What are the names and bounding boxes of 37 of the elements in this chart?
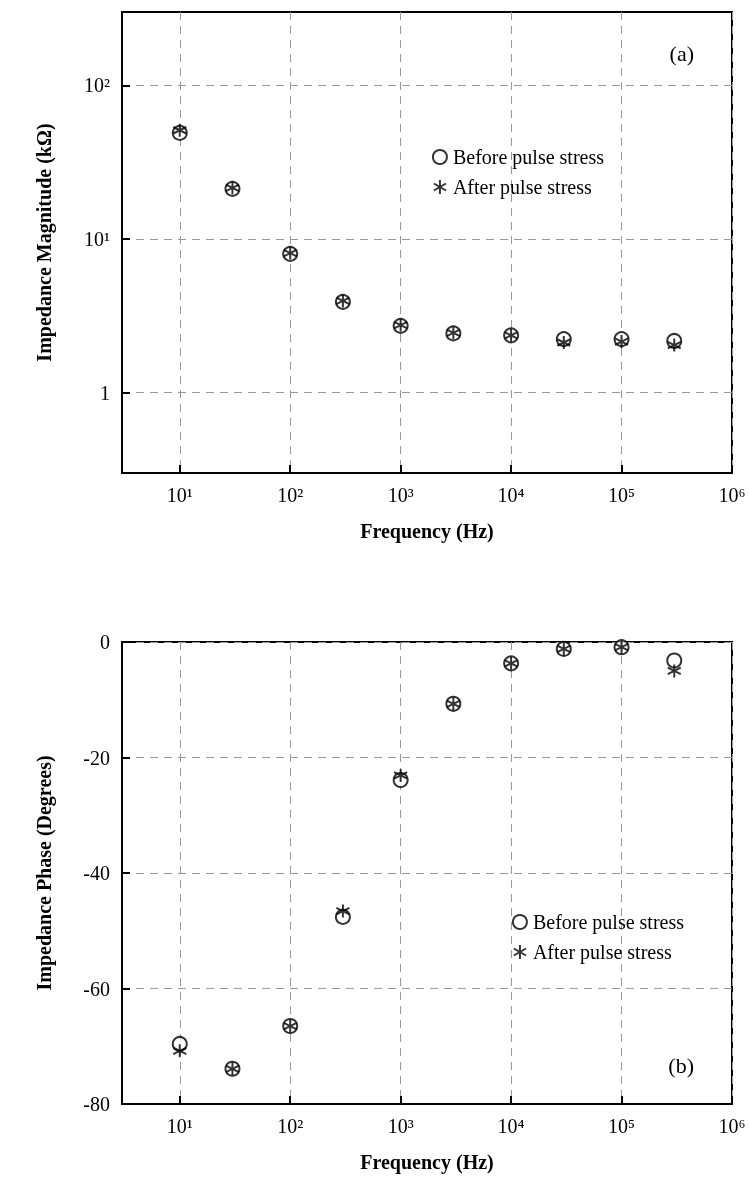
x-tick-label: 10¹ bbox=[166, 1115, 193, 1137]
x-tick-label: 10⁵ bbox=[608, 1115, 636, 1137]
point bbox=[666, 663, 682, 679]
legend-label: Before pulse stress bbox=[452, 146, 605, 169]
y-tick-label: -80 bbox=[83, 1093, 110, 1115]
y-axis-title: Impedance Phase (Degrees) bbox=[33, 755, 56, 991]
legend-label: After pulse stress bbox=[452, 176, 592, 199]
x-tick-label: 10⁶ bbox=[718, 1115, 746, 1137]
x-tick-label: 10³ bbox=[387, 484, 414, 506]
x-axis-title: Frequency (Hz) bbox=[360, 1151, 494, 1174]
x-tick-label: 10⁶ bbox=[718, 484, 746, 506]
x-tick-label: 10⁴ bbox=[497, 484, 525, 506]
y-axis-title: Impedance Magnitude (kΩ) bbox=[33, 123, 56, 362]
point bbox=[393, 767, 409, 783]
x-tick-label: 10⁴ bbox=[497, 1115, 525, 1137]
annotation: (b) bbox=[668, 1052, 694, 1078]
point bbox=[335, 903, 351, 919]
y-tick-label: -20 bbox=[83, 746, 110, 769]
point bbox=[666, 337, 682, 353]
x-axis-title: Frequency (Hz) bbox=[360, 520, 494, 543]
y-tick-label: -60 bbox=[83, 977, 110, 1000]
legend-label: Before pulse stress bbox=[532, 911, 685, 934]
y-tick-label: 1 bbox=[100, 381, 110, 404]
legend-label: After pulse stress bbox=[532, 941, 672, 964]
point bbox=[556, 335, 572, 350]
y-tick-label: 0 bbox=[100, 631, 110, 653]
x-tick-label: 10² bbox=[277, 1115, 304, 1137]
y-tick-label: 10¹ bbox=[84, 227, 110, 250]
x-tick-label: 10¹ bbox=[166, 484, 193, 506]
y-tick-label: 10² bbox=[84, 74, 110, 97]
point bbox=[172, 1043, 188, 1059]
y-tick-label: -40 bbox=[83, 862, 110, 884]
point bbox=[666, 652, 683, 669]
x-tick-label: 10⁵ bbox=[608, 484, 636, 506]
annotation: (a) bbox=[669, 40, 694, 66]
x-tick-label: 10² bbox=[277, 484, 304, 506]
x-tick-label: 10³ bbox=[387, 1115, 414, 1137]
